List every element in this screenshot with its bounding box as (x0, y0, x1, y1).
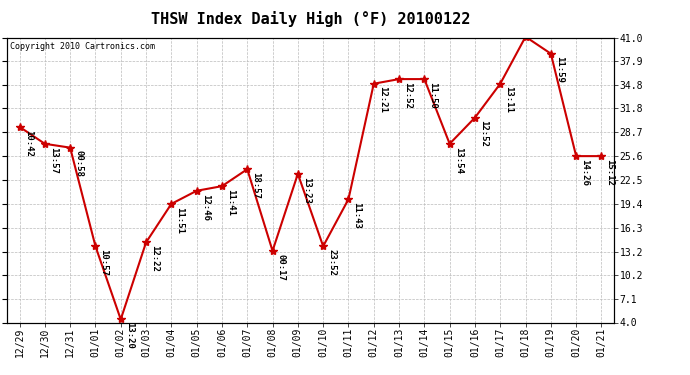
Text: 12:52: 12:52 (403, 82, 412, 109)
Text: 14:26: 14:26 (580, 159, 589, 186)
Text: 18:57: 18:57 (251, 172, 260, 199)
Text: 23:52: 23:52 (327, 249, 336, 276)
Text: 12:22: 12:22 (150, 245, 159, 272)
Text: THSW Index Daily High (°F) 20100122: THSW Index Daily High (°F) 20100122 (151, 11, 470, 27)
Text: 11:59: 11:59 (555, 57, 564, 83)
Text: 12:39: 12:39 (0, 374, 1, 375)
Text: 11:51: 11:51 (175, 207, 184, 234)
Text: 10:42: 10:42 (23, 130, 32, 156)
Text: 11:41: 11:41 (226, 189, 235, 216)
Text: 13:20: 13:20 (125, 322, 134, 349)
Text: Copyright 2010 Cartronics.com: Copyright 2010 Cartronics.com (10, 42, 155, 51)
Text: 12:46: 12:46 (201, 194, 210, 220)
Text: 00:58: 00:58 (75, 150, 83, 177)
Text: 12:52: 12:52 (479, 120, 488, 147)
Text: 00:17: 00:17 (277, 254, 286, 280)
Text: 13:57: 13:57 (49, 147, 58, 174)
Text: 13:54: 13:54 (454, 147, 463, 174)
Text: 10:57: 10:57 (99, 249, 108, 276)
Text: 15:12: 15:12 (606, 159, 615, 186)
Text: 11:43: 11:43 (353, 202, 362, 229)
Text: 12:21: 12:21 (378, 87, 387, 113)
Text: 13:11: 13:11 (504, 87, 513, 113)
Text: 11:50: 11:50 (428, 82, 437, 109)
Text: 13:23: 13:23 (302, 177, 311, 204)
